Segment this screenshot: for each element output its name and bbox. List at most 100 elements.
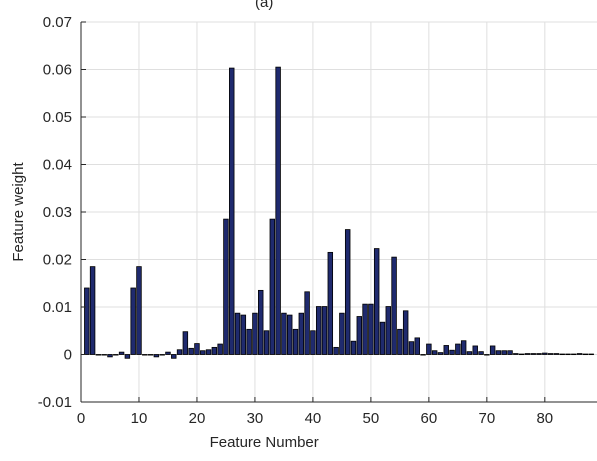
bar (350, 340, 357, 355)
bar (397, 328, 403, 355)
bar (426, 343, 432, 355)
bar (391, 256, 397, 355)
bars-layer (84, 66, 594, 359)
x-tick-label: 0 (77, 410, 85, 427)
y-tick-label: 0.02 (43, 252, 72, 269)
bar (565, 353, 571, 356)
x-axis-label: Feature Number (210, 434, 319, 451)
bar (223, 218, 229, 355)
bar (362, 303, 368, 355)
bar (205, 349, 212, 355)
bar (513, 353, 519, 355)
bar (588, 353, 594, 356)
bar (194, 343, 200, 355)
bar (107, 354, 113, 358)
bar (559, 353, 565, 356)
bar (408, 341, 415, 355)
y-axis-label: Feature weight (10, 162, 27, 262)
bar (101, 354, 107, 356)
bar (414, 337, 420, 355)
x-tick-label: 80 (536, 410, 553, 427)
bar (217, 343, 223, 355)
bar (472, 345, 478, 355)
y-tick-label: 0.07 (43, 14, 72, 31)
grid-layer (80, 21, 597, 403)
bar (269, 218, 276, 355)
bar (240, 314, 247, 355)
bar (553, 353, 560, 355)
bar (118, 351, 125, 355)
axes-layer: -0.01 0 0.01 0.02 0.03 0.04 0.05 0.06 0.07 0 10 20 3… (38, 14, 597, 427)
bar (234, 312, 241, 355)
bar (211, 346, 218, 355)
bar (501, 350, 507, 355)
bar (136, 266, 142, 355)
bar (547, 353, 554, 355)
bar (356, 316, 363, 355)
x-tick-label: 60 (421, 410, 438, 427)
bar (321, 306, 328, 355)
x-tick-label: 70 (478, 410, 495, 427)
bar (379, 321, 386, 355)
bar (495, 350, 502, 355)
bar (437, 352, 444, 355)
bar (536, 353, 542, 355)
bar (286, 314, 293, 355)
bar (304, 291, 310, 355)
x-tick-label: 50 (363, 410, 380, 427)
bar (489, 345, 496, 355)
bar (344, 229, 351, 355)
bar (298, 312, 305, 355)
bar (84, 287, 90, 355)
bar (281, 312, 287, 355)
bar (524, 353, 531, 355)
bar (113, 354, 119, 356)
bar (402, 310, 409, 355)
y-tick-label: 0.03 (43, 204, 72, 221)
bar (124, 354, 131, 359)
bar (229, 67, 235, 355)
x-tick-label: 20 (189, 410, 206, 427)
bar (165, 351, 171, 355)
bar (484, 354, 490, 356)
bar (188, 347, 194, 355)
bar (449, 349, 455, 355)
bar (373, 248, 380, 355)
x-tick-label: 30 (247, 410, 264, 427)
bar (333, 346, 339, 355)
bar (182, 331, 189, 355)
bar (530, 353, 536, 355)
bar (582, 353, 589, 356)
bar (142, 354, 148, 356)
bar (460, 340, 467, 355)
y-tick-label: 0.06 (43, 62, 72, 79)
bar (200, 350, 206, 355)
bar (443, 345, 449, 355)
bar (431, 350, 438, 355)
bar (466, 351, 473, 355)
bar (542, 352, 548, 355)
y-tick-label: -0.01 (38, 394, 72, 411)
bar (275, 66, 281, 355)
bar (310, 330, 316, 355)
y-tick-label: 0.04 (43, 157, 72, 174)
bar (130, 287, 136, 355)
bar (455, 343, 461, 355)
bar (159, 354, 165, 356)
bar (571, 353, 577, 356)
bar (246, 328, 252, 355)
bar (478, 351, 484, 355)
bar (339, 312, 345, 355)
y-tick-label: 0.01 (43, 299, 72, 316)
bar (368, 303, 374, 355)
y-tick-label: 0 (64, 347, 72, 364)
bar (89, 266, 96, 355)
bar (176, 349, 183, 355)
y-tick-label: 0.05 (43, 109, 72, 126)
bar (147, 354, 154, 356)
x-tick-label: 40 (305, 410, 322, 427)
bar (153, 354, 160, 358)
x-tick-label: 10 (131, 410, 148, 427)
